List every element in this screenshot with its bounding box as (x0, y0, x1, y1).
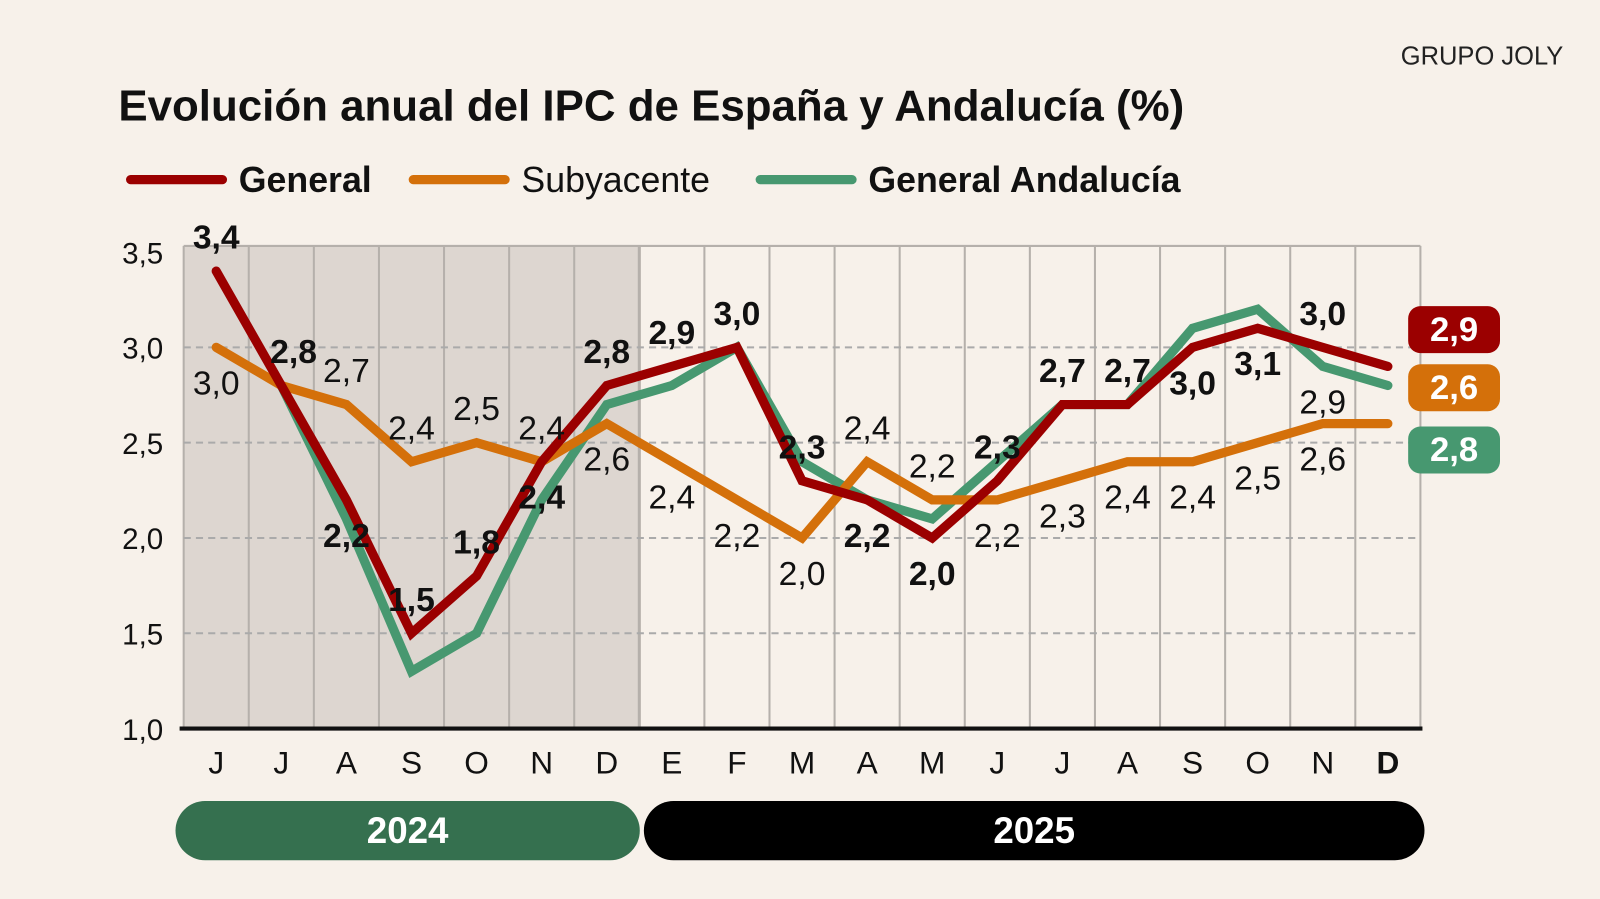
x-tick-label: D (1376, 744, 1399, 780)
x-tick-label: S (1182, 744, 1203, 780)
data-label: 2,8 (270, 334, 317, 371)
year-bars: 2024 2025 (175, 801, 1425, 861)
legend-label: General (239, 160, 372, 200)
y-tick-label: 1,5 (122, 618, 163, 651)
end-badges: 2,9 2,6 2,8 (1408, 306, 1500, 474)
data-label: 2,2 (844, 518, 891, 555)
legend: General Subyacente General Andalucía (126, 160, 1182, 200)
data-label: 3,4 (193, 220, 240, 257)
data-label: 2,5 (1234, 461, 1281, 498)
y-tick-label: 3,0 (122, 333, 163, 366)
x-tick-label: S (401, 744, 422, 780)
data-label: 2,4 (388, 410, 435, 447)
year-label: 2024 (367, 810, 449, 851)
series-lines (211, 266, 1393, 678)
x-tick-label: A (336, 744, 358, 780)
chart-title: Evolución anual del IPC de España y Anda… (118, 81, 1184, 130)
end-badge-value: 2,6 (1430, 369, 1478, 407)
y-tick-label: 2,0 (122, 523, 163, 556)
data-label: 3,0 (193, 365, 240, 402)
data-label: 3,1 (1234, 346, 1281, 383)
data-label: 2,7 (1104, 353, 1151, 390)
x-tick-label: M (789, 744, 815, 780)
data-label: 2,3 (1039, 499, 1086, 536)
data-label: 2,7 (1039, 353, 1086, 390)
x-tick-label: F (727, 744, 746, 780)
data-label: 2,4 (1104, 480, 1151, 517)
end-badge-value: 2,9 (1430, 311, 1478, 349)
y-tick-label: 3,5 (122, 237, 163, 270)
y-tick-label: 1,0 (122, 714, 163, 747)
y-axis: 1,0 1,5 2,0 2,5 3,0 3,5 (122, 237, 163, 747)
end-badge-value: 2,8 (1430, 431, 1478, 469)
y-tick-label: 2,5 (122, 428, 163, 461)
shaded-2024-region (183, 245, 640, 729)
data-label: 2,4 (844, 410, 891, 447)
data-label: 2,0 (909, 556, 956, 593)
data-label: 2,6 (1299, 442, 1346, 479)
year-bar-2025 (643, 801, 1425, 861)
data-label: 2,6 (583, 442, 630, 479)
data-label: 2,9 (1299, 384, 1346, 421)
year-label: 2025 (993, 810, 1075, 851)
end-badge-bg (1408, 426, 1500, 474)
data-label: 2,2 (909, 448, 956, 485)
data-label: 2,2 (714, 518, 761, 555)
x-tick-label: J (1054, 744, 1070, 780)
data-label: 2,4 (648, 480, 695, 517)
data-label: 2,3 (779, 429, 826, 466)
x-tick-label: J (989, 744, 1005, 780)
data-label: 2,3 (974, 429, 1021, 466)
x-tick-label: O (464, 744, 489, 780)
data-label: 3,0 (1299, 296, 1346, 333)
x-tick-label: N (530, 744, 553, 780)
x-tick-label: A (857, 744, 879, 780)
data-label: 2,2 (974, 518, 1021, 555)
legend-label: Subyacente (521, 160, 710, 200)
data-label: 2,4 (1169, 480, 1216, 517)
data-label: 1,5 (388, 582, 435, 619)
data-label: 2,2 (323, 518, 370, 555)
data-labels: 3,4 2,8 2,2 1,5 1,8 2,4 2,8 2,9 3,0 2,3 2,2 2,0 2,3 2… (193, 220, 1346, 619)
data-label: 2,9 (648, 315, 695, 352)
x-tick-label: D (595, 744, 618, 780)
data-label: 2,8 (583, 334, 630, 371)
data-label: 1,8 (453, 525, 500, 562)
x-tick-label: A (1117, 744, 1139, 780)
year-bar-2024 (175, 801, 640, 861)
series-line-general (211, 266, 1393, 641)
brand-logo: GRUPO JOLY (1401, 42, 1563, 70)
data-label: 2,4 (518, 480, 565, 517)
data-label: 2,4 (518, 410, 565, 447)
data-label: 2,0 (779, 556, 826, 593)
end-badge-bg (1408, 306, 1500, 354)
x-tick-label: N (1311, 744, 1334, 780)
series-line-general-andalucía (276, 304, 1393, 678)
x-tick-label: E (661, 744, 682, 780)
data-label: 2,5 (453, 391, 500, 428)
x-tick-label: M (919, 744, 945, 780)
series-line-subyacente (211, 342, 1393, 544)
data-label: 3,0 (1169, 365, 1216, 402)
end-badge-bg (1408, 364, 1500, 412)
x-tick-label: J (208, 744, 224, 780)
data-label: 2,7 (323, 353, 370, 390)
x-tick-label: J (273, 744, 289, 780)
data-label: 3,0 (714, 296, 761, 333)
x-tick-label: O (1245, 744, 1270, 780)
legend-label: General Andalucía (868, 160, 1181, 200)
